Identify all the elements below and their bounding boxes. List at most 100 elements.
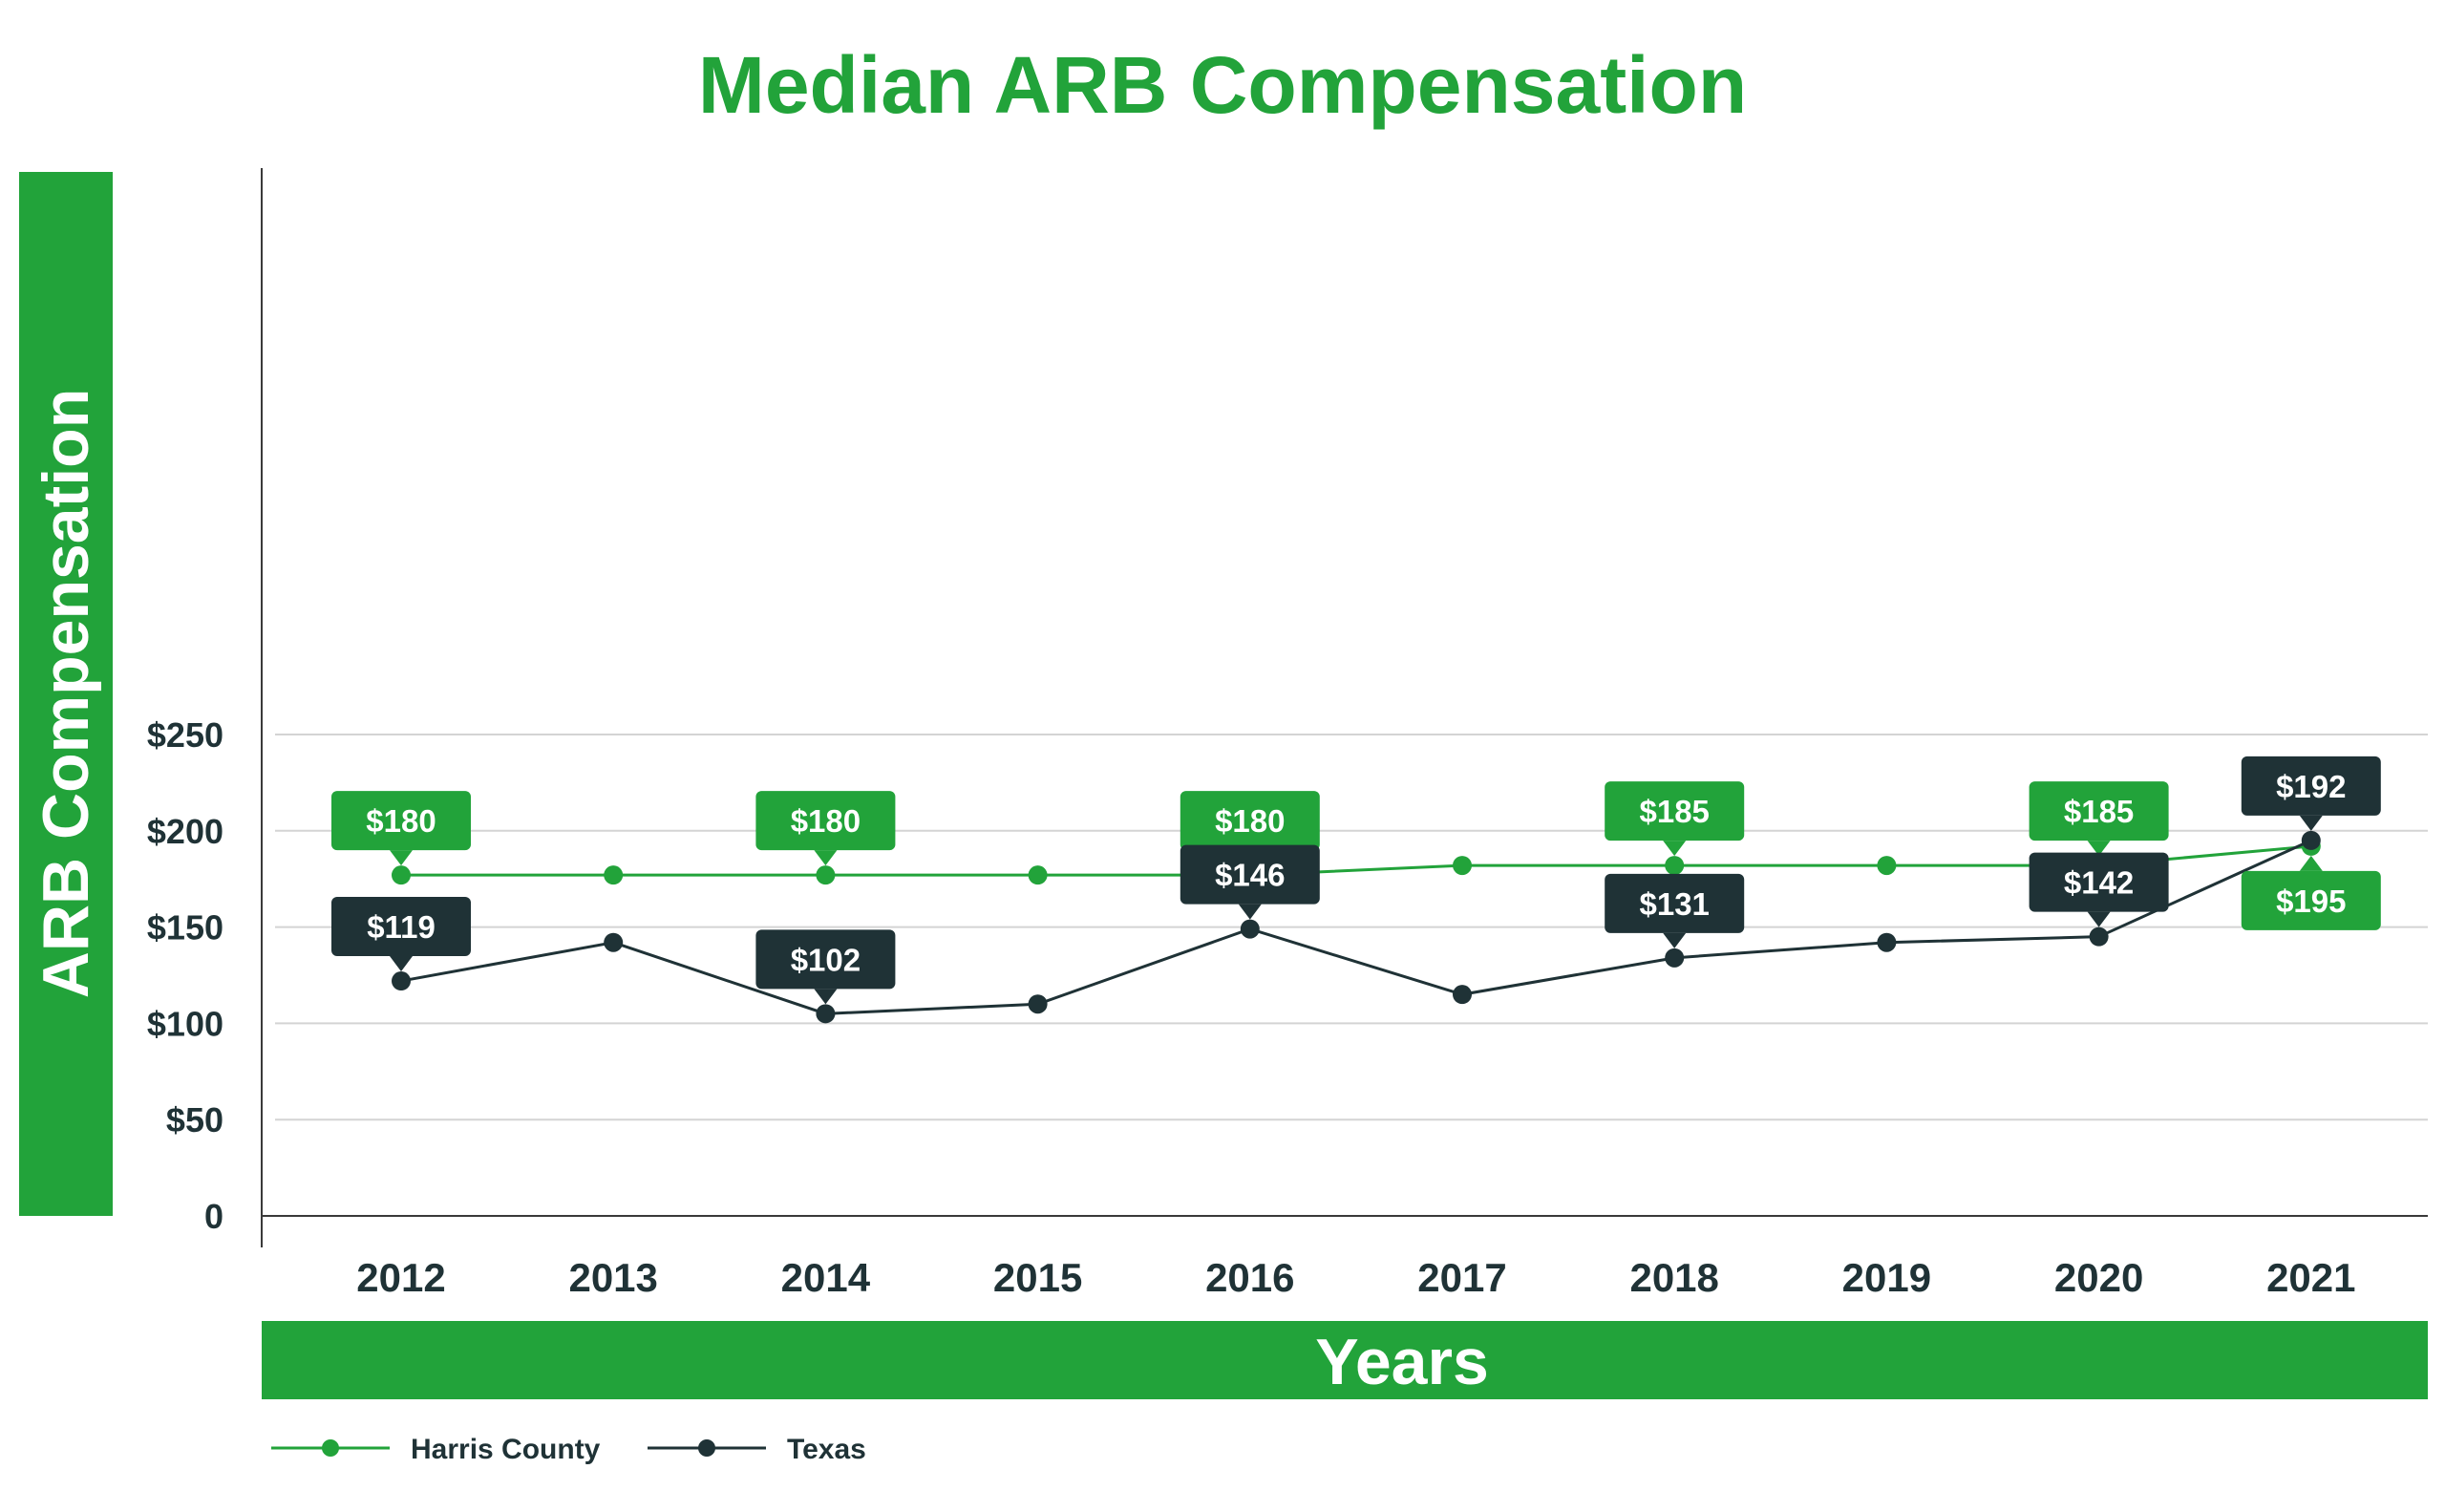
- data-point-texas: [1877, 932, 1897, 952]
- data-point-harris-county: [1877, 856, 1897, 876]
- legend-marker: [322, 1439, 339, 1457]
- data-point-texas: [1028, 994, 1048, 1014]
- data-label-box: [1605, 781, 1745, 841]
- x-tick-label: 2016: [1205, 1255, 1294, 1300]
- y-tick-labels: 0 $50 $100 $150 $200 $250: [147, 715, 223, 1236]
- data-label-text: $185: [1639, 794, 1709, 829]
- data-label-pointer: [2087, 841, 2111, 857]
- data-label-text: $146: [1215, 858, 1285, 893]
- data-label-text: $180: [1215, 803, 1285, 839]
- x-tick-label: 2021: [2266, 1255, 2355, 1300]
- series: [392, 830, 2321, 1024]
- data-label-texas: $192: [2241, 756, 2381, 831]
- series-line-harris-county: [401, 844, 2311, 877]
- data-label-harris-county: $180: [1180, 791, 1320, 866]
- data-label-harris-county: $180: [755, 791, 896, 866]
- x-tick-label: 2014: [781, 1255, 871, 1300]
- data-label-harris-county: $180: [331, 791, 471, 866]
- data-label-box: [1605, 873, 1745, 933]
- y-tick-label: 0: [204, 1197, 223, 1236]
- y-tick-label: $50: [166, 1100, 223, 1139]
- data-label-pointer: [390, 850, 413, 866]
- data-label-harris-county: $185: [2029, 781, 2169, 857]
- data-label-text: $131: [1639, 886, 1709, 922]
- data-point-harris-county: [1453, 856, 1472, 876]
- data-label-box: [1180, 844, 1320, 905]
- x-tick-label: 2019: [1842, 1255, 1931, 1300]
- data-point-texas: [816, 1004, 836, 1024]
- data-label-pointer: [1663, 841, 1687, 857]
- legend-label: Texas: [787, 1434, 866, 1465]
- x-tick-label: 2018: [1629, 1255, 1718, 1300]
- data-label-text: $192: [2276, 769, 2346, 804]
- data-point-texas: [1665, 948, 1685, 968]
- data-label-text: $142: [2064, 865, 2134, 901]
- series-line-texas: [400, 839, 2312, 1015]
- data-label-texas: $102: [755, 929, 896, 1005]
- data-label-text: $195: [2276, 884, 2346, 919]
- data-label-box: [2029, 781, 2169, 841]
- x-tick-label: 2017: [1417, 1255, 1506, 1300]
- y-tick-label: $100: [147, 1004, 223, 1043]
- data-point-texas: [392, 971, 411, 991]
- x-axis-label: Years: [1315, 1326, 1489, 1398]
- data-label-pointer: [814, 850, 838, 866]
- data-label-box: [2241, 870, 2381, 930]
- data-label-text: $180: [791, 803, 861, 839]
- x-axis-label-band: [262, 1321, 2428, 1399]
- data-point-texas: [2301, 830, 2321, 850]
- data-label-pointer: [814, 989, 838, 1005]
- data-label-pointer: [390, 956, 413, 972]
- data-point-harris-county: [816, 865, 836, 885]
- data-point-texas: [604, 932, 624, 952]
- data-point-harris-county: [1028, 865, 1048, 885]
- data-label-box: [1180, 791, 1320, 851]
- data-label-pointer: [2299, 815, 2323, 831]
- data-label-text: $185: [2064, 794, 2134, 829]
- chart-title: Median ARB Compensation: [698, 40, 1747, 130]
- x-tick-label: 2013: [568, 1255, 657, 1300]
- data-label-text: $119: [367, 909, 436, 945]
- x-tick-label: 2015: [993, 1255, 1082, 1300]
- data-label-text: $180: [366, 803, 436, 839]
- y-tick-label: $250: [147, 715, 223, 755]
- data-label-pointer: [1238, 904, 1262, 920]
- data-label-harris-county: $185: [1605, 781, 1745, 857]
- data-label-text: $102: [791, 942, 861, 977]
- data-label-box: [2241, 756, 2381, 816]
- y-axis-label-band: [19, 172, 113, 1216]
- x-tick-labels: 2012 2013 2014 2015 2016 2017 2018 2019 2020 2021: [356, 1255, 2355, 1300]
- axes: [261, 168, 2428, 1247]
- y-tick-label: $200: [147, 812, 223, 851]
- legend: Harris County Texas: [271, 1434, 866, 1465]
- data-label-box: [331, 897, 471, 957]
- data-point-texas: [1453, 985, 1472, 1005]
- data-labels: $180 $180 $180 $185 $185 $195 $119 $102 $146 $131…: [331, 756, 2381, 1005]
- legend-item-texas: Texas: [648, 1434, 866, 1465]
- data-point-harris-county: [1665, 856, 1685, 876]
- data-label-pointer: [2299, 855, 2323, 871]
- legend-label: Harris County: [411, 1434, 601, 1465]
- data-label-harris-county: $195: [2241, 855, 2381, 930]
- legend-marker: [698, 1439, 715, 1457]
- data-point-harris-county: [392, 865, 411, 885]
- y-axis-label: ARB Compensation: [30, 389, 102, 998]
- data-label-box: [2029, 852, 2169, 912]
- data-label-pointer: [2087, 911, 2111, 927]
- y-tick-label: $150: [147, 908, 223, 948]
- data-point-harris-county: [604, 865, 624, 885]
- data-label-box: [331, 791, 471, 851]
- x-tick-label: 2020: [2054, 1255, 2143, 1300]
- data-label-box: [755, 791, 896, 851]
- data-label-texas: $146: [1180, 844, 1320, 920]
- x-tick-label: 2012: [356, 1255, 445, 1300]
- legend-item-harris-county: Harris County: [271, 1434, 601, 1465]
- data-point-texas: [1240, 919, 1260, 939]
- data-label-texas: $131: [1605, 873, 1745, 948]
- data-point-texas: [2089, 926, 2109, 947]
- data-label-texas: $119: [331, 897, 471, 972]
- data-label-box: [755, 929, 896, 990]
- data-label-pointer: [1663, 932, 1687, 948]
